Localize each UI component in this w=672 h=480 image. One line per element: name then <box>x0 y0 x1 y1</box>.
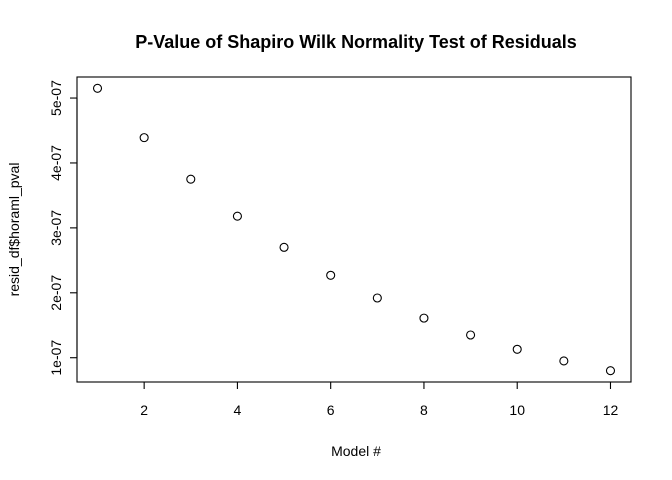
data-point <box>139 133 149 143</box>
data-point <box>92 83 103 93</box>
data-point <box>279 242 289 252</box>
y-axis: 1e-07 2e-07 3e-07 4e-07 5e-07 <box>48 80 78 376</box>
x-axis: 2 4 6 8 10 12 <box>140 381 619 418</box>
x-axis-label: Model # <box>331 443 381 459</box>
y-tick-label: 2e-07 <box>48 275 64 311</box>
y-tick-label: 5e-07 <box>48 80 64 116</box>
chart-title: P-Value of Shapiro Wilk Normality Test o… <box>135 32 577 52</box>
plot-frame <box>76 76 632 383</box>
data-points <box>92 83 616 376</box>
data-point <box>419 313 429 323</box>
data-point <box>605 366 616 376</box>
data-point <box>326 270 336 280</box>
data-point <box>559 356 569 366</box>
y-tick-label: 3e-07 <box>48 210 64 246</box>
data-point <box>466 330 476 340</box>
x-tick-label: 6 <box>327 402 335 418</box>
x-tick-label: 12 <box>603 402 619 418</box>
y-tick-label: 4e-07 <box>48 145 64 181</box>
x-tick-label: 4 <box>234 402 242 418</box>
x-tick-label: 2 <box>140 402 148 418</box>
data-point <box>372 293 382 303</box>
data-point <box>232 211 242 221</box>
x-tick-label: 10 <box>509 402 525 418</box>
data-point <box>512 344 522 354</box>
data-point <box>186 174 196 184</box>
y-tick-label: 1e-07 <box>48 340 64 376</box>
y-axis-label: resid_df$horaml_pval <box>6 163 22 297</box>
x-tick-label: 8 <box>420 402 428 418</box>
